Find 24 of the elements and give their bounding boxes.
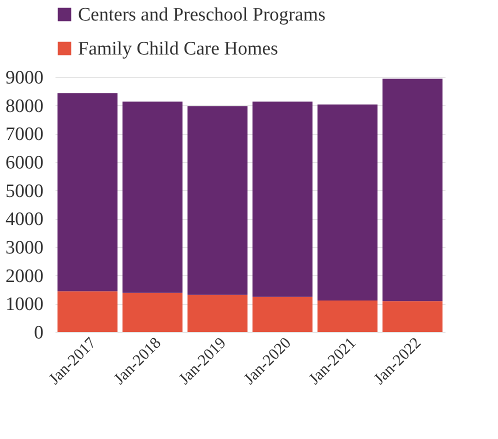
y-tick-label: 0 [34, 322, 44, 344]
bar [252, 296, 312, 332]
y-tick-label: 2000 [6, 266, 44, 287]
bar [318, 300, 378, 332]
bar [252, 102, 312, 297]
legend-label: Family Child Care Homes [78, 38, 278, 60]
y-tick-label: 3000 [6, 238, 44, 258]
bar [188, 106, 248, 295]
bar [122, 292, 182, 332]
bar [122, 102, 182, 293]
bar [382, 301, 442, 332]
bar [318, 104, 378, 301]
y-tick-label: 9000 [6, 68, 44, 88]
bar [382, 78, 442, 302]
y-tick-label: 4000 [6, 209, 44, 230]
y-tick-label: 8000 [6, 96, 44, 117]
bar [188, 294, 248, 332]
bar [58, 291, 118, 332]
y-tick-label: 1000 [6, 294, 44, 316]
legend-label: Centers and Preschool Programs [78, 4, 326, 26]
y-tick-label: 5000 [6, 180, 44, 202]
y-tick-label: 6000 [6, 152, 44, 174]
y-tick-label: 7000 [6, 124, 44, 146]
bar [58, 93, 118, 292]
